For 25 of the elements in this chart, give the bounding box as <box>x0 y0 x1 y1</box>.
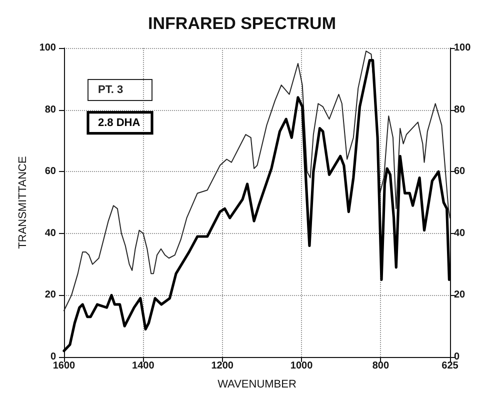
text: PT. 3 <box>98 84 124 96</box>
y-tick-label: 40 <box>44 228 56 239</box>
x-tick-label: 800 <box>372 360 390 372</box>
text: 2.8 DHA <box>98 116 140 129</box>
x-tick-label: 1400 <box>132 360 155 372</box>
y2-tick-label: 20 <box>454 290 466 301</box>
y-tick-label: 60 <box>44 166 56 178</box>
y-tick-label: 80 <box>44 104 56 116</box>
y-axis-title: TRANSMITTANCE <box>16 156 29 249</box>
line-series <box>64 50 450 312</box>
x-tick-label: 1000 <box>290 360 314 372</box>
chart-title: INFRARED SPECTRUM <box>148 14 336 33</box>
y2-tick-label: 40 <box>454 228 466 239</box>
line-series <box>62 59 451 352</box>
y2-tick-label: 60 <box>454 166 466 178</box>
y-tick-label: 0 <box>50 352 56 362</box>
x-tick-label: 625 <box>442 360 459 372</box>
y2-tick-label: 0 <box>454 352 460 362</box>
y2-tick-label: 100 <box>454 42 472 54</box>
x-axis-title: WAVENUMBER <box>218 378 296 390</box>
x-tick-label: 1600 <box>52 360 76 372</box>
y-tick-label: 100 <box>39 42 56 54</box>
x-tick-label: 1200 <box>211 360 234 372</box>
y-tick-label: 20 <box>44 290 56 301</box>
y2-tick-label: 80 <box>454 104 466 116</box>
